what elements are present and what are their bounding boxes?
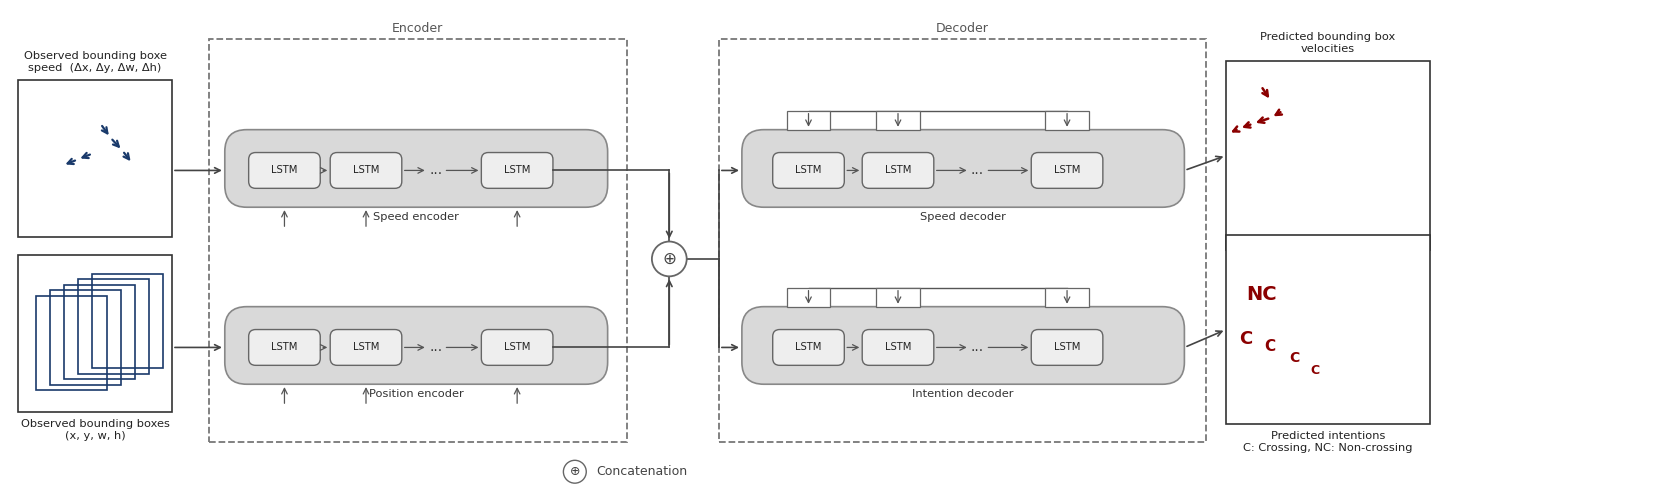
Bar <box>77 279 150 374</box>
FancyBboxPatch shape <box>482 330 553 365</box>
Bar <box>18 80 171 237</box>
Text: LSTM: LSTM <box>270 343 297 352</box>
Text: LSTM: LSTM <box>1053 165 1080 175</box>
Text: C: C <box>1263 339 1275 354</box>
Text: ...: ... <box>428 341 442 354</box>
Bar <box>1045 288 1089 307</box>
Bar <box>1226 235 1430 424</box>
Text: Predicted bounding box
velocities: Predicted bounding box velocities <box>1260 33 1396 54</box>
FancyBboxPatch shape <box>862 152 934 188</box>
Text: Intention decoder: Intention decoder <box>912 389 1015 399</box>
Text: NC: NC <box>1247 285 1277 304</box>
Bar <box>719 39 1206 442</box>
FancyBboxPatch shape <box>249 330 321 365</box>
Circle shape <box>563 460 586 483</box>
Text: LSTM: LSTM <box>353 165 380 175</box>
FancyBboxPatch shape <box>1032 330 1102 365</box>
FancyBboxPatch shape <box>482 152 553 188</box>
Text: ...: ... <box>428 163 442 177</box>
Circle shape <box>652 242 687 276</box>
Text: LSTM: LSTM <box>1053 343 1080 352</box>
FancyBboxPatch shape <box>331 152 402 188</box>
Bar <box>877 288 921 307</box>
FancyBboxPatch shape <box>1032 152 1102 188</box>
Bar <box>1045 111 1089 130</box>
Bar <box>786 111 830 130</box>
Text: ...: ... <box>971 163 984 177</box>
Text: LSTM: LSTM <box>795 343 822 352</box>
Bar <box>1226 61 1430 250</box>
Text: C: C <box>1289 351 1299 365</box>
Text: LSTM: LSTM <box>885 165 911 175</box>
FancyBboxPatch shape <box>773 330 845 365</box>
FancyBboxPatch shape <box>773 152 845 188</box>
Text: LSTM: LSTM <box>504 165 531 175</box>
Bar <box>18 255 171 412</box>
Bar <box>50 290 121 385</box>
Bar <box>64 285 136 379</box>
Text: Speed decoder: Speed decoder <box>921 212 1006 222</box>
Text: Observed bounding boxe
speed  (Δx, Δy, Δw, Δh): Observed bounding boxe speed (Δx, Δy, Δw… <box>24 51 166 73</box>
Text: Encoder: Encoder <box>391 22 444 35</box>
FancyBboxPatch shape <box>249 152 321 188</box>
Text: Concatenation: Concatenation <box>596 465 687 478</box>
FancyBboxPatch shape <box>862 330 934 365</box>
Bar <box>786 288 830 307</box>
FancyBboxPatch shape <box>331 330 402 365</box>
Text: LSTM: LSTM <box>885 343 911 352</box>
FancyBboxPatch shape <box>743 307 1184 384</box>
FancyBboxPatch shape <box>743 130 1184 207</box>
Text: C: C <box>1240 331 1252 348</box>
Bar <box>877 111 921 130</box>
Text: LSTM: LSTM <box>504 343 531 352</box>
Text: ⊕: ⊕ <box>662 250 677 268</box>
Text: Observed bounding boxes
(x, y, w, h): Observed bounding boxes (x, y, w, h) <box>20 419 170 441</box>
FancyBboxPatch shape <box>225 130 608 207</box>
Text: LSTM: LSTM <box>795 165 822 175</box>
Text: ⊕: ⊕ <box>570 465 580 478</box>
FancyBboxPatch shape <box>225 307 608 384</box>
Bar <box>208 39 627 442</box>
Text: ...: ... <box>971 341 984 354</box>
Text: Speed encoder: Speed encoder <box>373 212 459 222</box>
Text: Predicted intentions
C: Crossing, NC: Non-crossing: Predicted intentions C: Crossing, NC: No… <box>1243 431 1413 452</box>
Bar <box>91 274 163 368</box>
Text: Position encoder: Position encoder <box>370 389 464 399</box>
Text: LSTM: LSTM <box>353 343 380 352</box>
Text: Decoder: Decoder <box>936 22 990 35</box>
Text: C: C <box>1310 364 1320 377</box>
Text: LSTM: LSTM <box>270 165 297 175</box>
Bar <box>35 296 108 390</box>
